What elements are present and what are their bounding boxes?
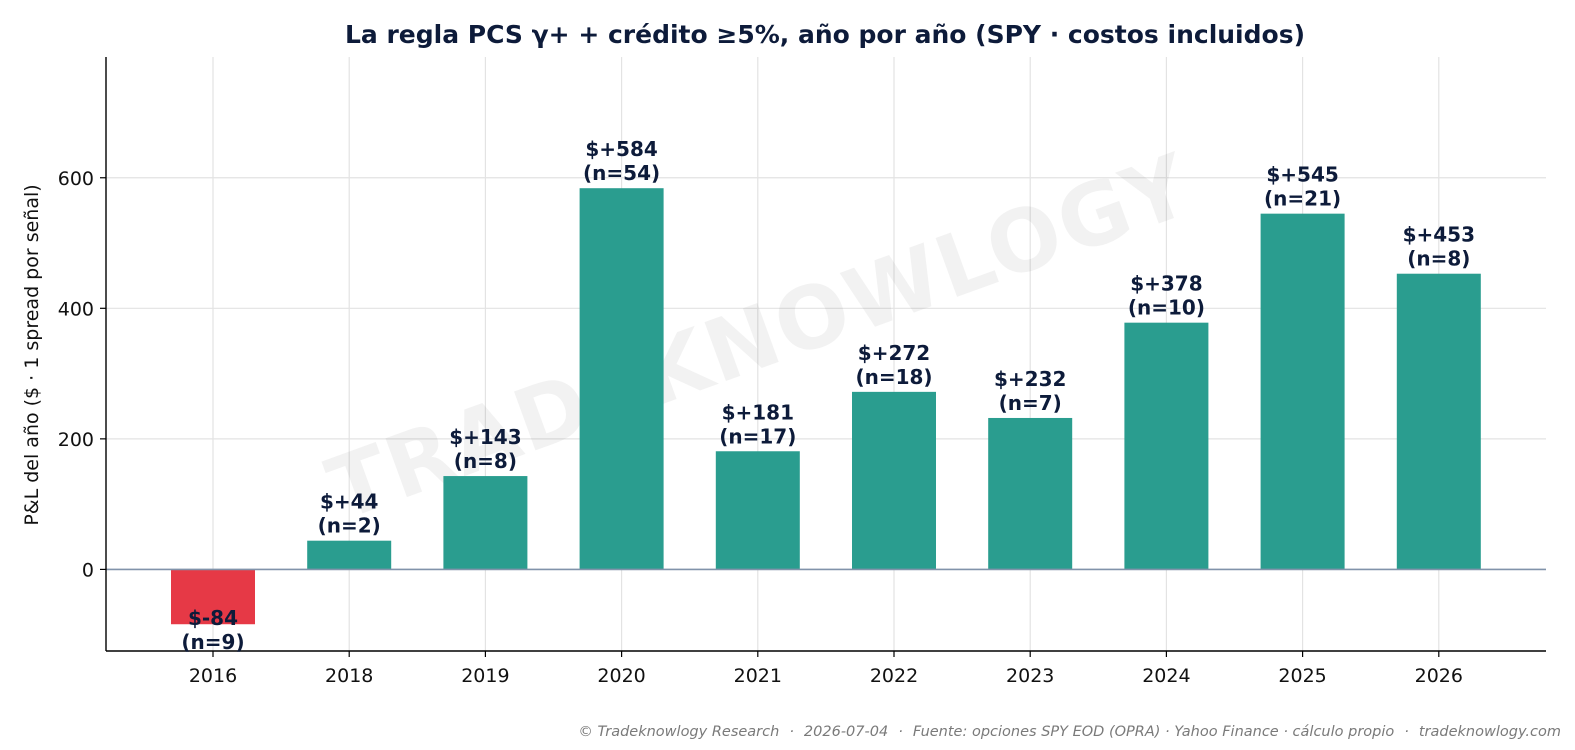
bar-layer <box>171 188 1481 625</box>
x-tick-label: 2016 <box>189 665 237 687</box>
data-label-count: (n=9) <box>181 630 244 654</box>
x-tick-label: 2024 <box>1142 665 1190 687</box>
y-tick-label: 200 <box>58 429 94 451</box>
x-tick-label: 2023 <box>1006 665 1054 687</box>
data-label-count: (n=10) <box>1128 296 1205 320</box>
footer-copyright: © Tradeknowlogy Research <box>578 724 780 740</box>
axis-layer: 0 200 400 600 2016 2018 2019 2020 2021 2022 2023 20… <box>58 57 1546 687</box>
bar-2020 <box>579 188 664 570</box>
bar-2018 <box>307 540 392 570</box>
data-label-count: (n=8) <box>454 449 517 473</box>
data-label-value: $-84 <box>188 606 238 630</box>
bar-2016 <box>171 569 255 625</box>
data-label-value: $+378 <box>1130 272 1202 296</box>
data-label-value: $+545 <box>1266 163 1338 187</box>
data-label-value: $+143 <box>449 425 521 449</box>
chart-title: La regla PCS γ+ + crédito ≥5%, año por a… <box>345 20 1305 49</box>
bar-2021 <box>715 451 800 570</box>
y-tick-label: 400 <box>58 298 94 320</box>
data-label-value: $+232 <box>994 367 1066 391</box>
bar-2022 <box>852 391 936 570</box>
x-tick-label: 2022 <box>870 665 918 687</box>
bar-2024 <box>1124 322 1209 570</box>
data-label-value: $+44 <box>320 490 379 514</box>
data-label-value: $+453 <box>1403 223 1475 247</box>
footer-source: Fuente: opciones SPY EOD (OPRA) · Yahoo … <box>912 724 1395 740</box>
bar-2026 <box>1396 273 1481 570</box>
data-label-value: $+272 <box>858 341 930 365</box>
data-label-count: (n=21) <box>1264 187 1341 211</box>
footer-site: tradeknowlogy.com <box>1418 724 1561 740</box>
data-label-count: (n=17) <box>719 424 796 448</box>
data-label-count: (n=2) <box>318 514 381 538</box>
y-axis-label: P&L del año ($ · 1 spread por señal) <box>21 184 43 525</box>
data-label-count: (n=18) <box>855 365 932 389</box>
footer: © Tradeknowlogy Research · 2026-07-04 · Fuen… <box>578 724 1561 740</box>
x-tick-label: 2025 <box>1278 665 1326 687</box>
x-tick-label: 2019 <box>461 665 509 687</box>
bar-2023 <box>988 417 1073 570</box>
data-label-value: $+181 <box>722 400 794 424</box>
x-tick-label: 2018 <box>325 665 373 687</box>
y-tick-label: 0 <box>82 559 94 581</box>
data-label-count: (n=8) <box>1407 247 1470 271</box>
data-label-count: (n=7) <box>999 391 1062 415</box>
footer-date: 2026-07-04 <box>803 724 889 740</box>
label-layer: $-84(n=9)$+44(n=2)$+143(n=8)$+584(n=54)$… <box>181 137 1475 654</box>
x-tick-label: 2026 <box>1415 665 1463 687</box>
bar-2025 <box>1260 213 1345 570</box>
data-label-count: (n=54) <box>583 161 660 185</box>
x-tick-label: 2020 <box>597 665 645 687</box>
bar-2019 <box>443 476 528 570</box>
x-tick-label: 2021 <box>734 665 782 687</box>
data-label-value: $+584 <box>585 137 657 161</box>
y-tick-label: 600 <box>58 168 94 190</box>
